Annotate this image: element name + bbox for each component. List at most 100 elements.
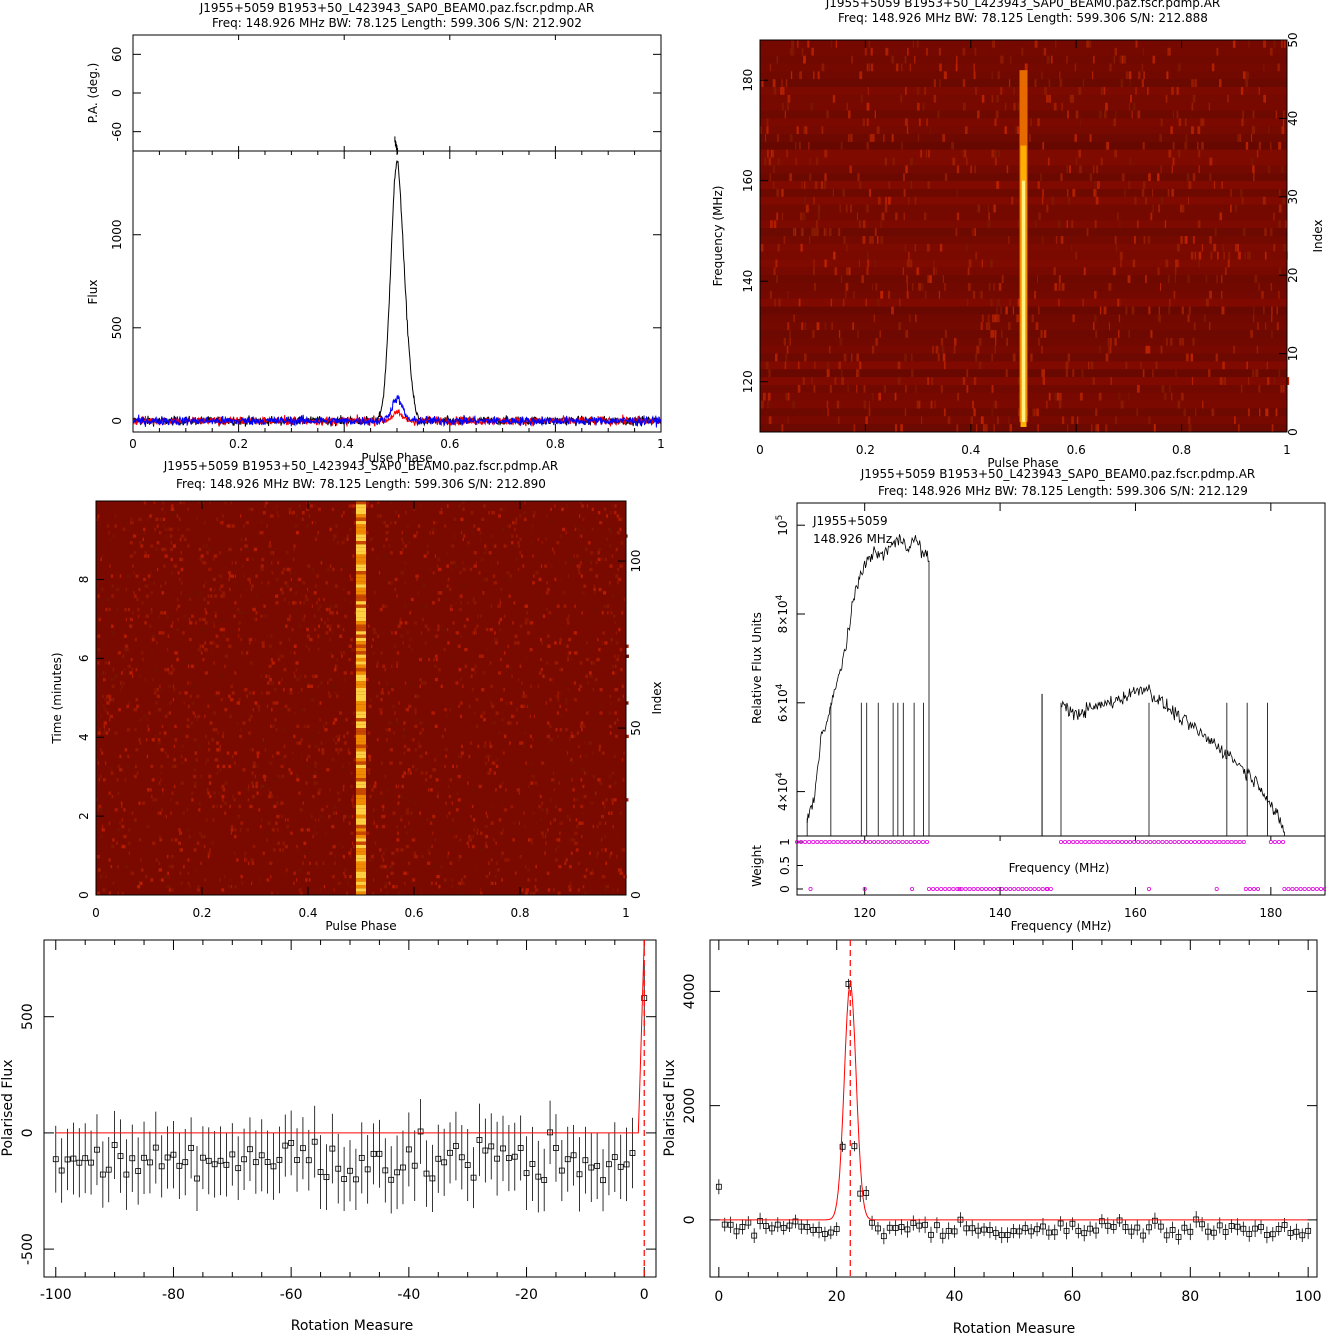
- phasefreq-noise: [1114, 149, 1118, 158]
- phasetime-noise: [455, 601, 457, 605]
- phasefreq-noise: [1273, 40, 1276, 48]
- phasetime-noise: [414, 684, 418, 688]
- phasetime-noise: [530, 838, 533, 842]
- phasetime-noise: [335, 524, 338, 528]
- phasefreq-noise: [1186, 173, 1190, 182]
- phasetime-noise: [475, 724, 479, 729]
- pa-ytick-label: 0: [110, 89, 124, 97]
- phasefreq-noise: [973, 377, 977, 385]
- phasetime-noise: [120, 681, 122, 685]
- phasetime-noise: [526, 654, 529, 658]
- phasetime-noise: [562, 591, 566, 595]
- phasefreq-noise: [1148, 173, 1151, 182]
- phasetime-noise: [155, 701, 158, 705]
- phasetime-noise: [168, 888, 172, 892]
- phasetime-noise: [564, 681, 568, 685]
- phasetime-noise: [621, 684, 624, 688]
- phasefreq-noise: [1053, 102, 1057, 111]
- pulse-track-segment: [356, 591, 366, 595]
- phasefreq-noise: [801, 47, 804, 56]
- phasetime-noise: [255, 574, 258, 578]
- phasefreq-channel-row: [760, 40, 1287, 48]
- phasetime-noise: [442, 627, 447, 632]
- phasefreq-noise: [787, 94, 791, 103]
- phasetime-noise: [352, 711, 356, 715]
- phasefreq-noise: [1097, 181, 1100, 189]
- rmneg-point: [99, 1171, 106, 1178]
- phasetime-noise: [102, 824, 104, 829]
- phasefreq-noise: [847, 134, 850, 142]
- phasetime-noise: [159, 771, 162, 775]
- phasetime-noise: [483, 744, 487, 749]
- phasefreq-noise: [944, 283, 946, 291]
- phasetime-noise: [295, 607, 299, 612]
- phasetime-noise: [343, 741, 347, 745]
- phasetime-noise: [366, 831, 370, 835]
- phasefreq-noise: [1240, 87, 1244, 95]
- phasetime-noise: [317, 791, 321, 795]
- phasefreq-noise: [1069, 94, 1072, 103]
- phasetime-noise: [448, 794, 452, 799]
- rmneg-point: [400, 1164, 406, 1171]
- phasetime-noise: [372, 637, 375, 642]
- phasetime-noise: [177, 571, 180, 575]
- phasetime-noise: [476, 828, 479, 832]
- phasetime-noise: [545, 514, 548, 518]
- rmpos-xtick-label: 0: [714, 1289, 723, 1305]
- phasetime-noise: [373, 808, 375, 812]
- phasefreq-noise: [1140, 361, 1142, 370]
- phasetime-noise: [329, 611, 333, 615]
- phasefreq-noise: [1088, 40, 1092, 48]
- phasetime-noise: [263, 778, 266, 782]
- phasefreq-noise: [927, 377, 930, 385]
- phasetime-noise: [507, 577, 511, 582]
- phasefreq-noise: [1012, 353, 1016, 362]
- phasetime-noise: [401, 531, 403, 535]
- phasetime-noise: [501, 878, 503, 882]
- phasetime-noise: [391, 687, 394, 692]
- phasetime-noise: [515, 517, 518, 522]
- phasefreq-noise: [1258, 141, 1261, 150]
- rmpos-point: [751, 1232, 758, 1239]
- phasetime-noise: [202, 597, 205, 602]
- phasefreq-noise: [991, 384, 994, 393]
- phasetime-noise: [567, 687, 570, 692]
- weight-point-zero: [996, 887, 1001, 892]
- phasetime-noise: [381, 854, 383, 859]
- phasetime-noise: [604, 641, 608, 645]
- phasetime-noise: [582, 517, 585, 522]
- phasefreq-noise: [970, 165, 972, 174]
- phasetime-noise: [293, 571, 296, 575]
- rmpos-point: [963, 1225, 970, 1232]
- phasefreq-noise: [1098, 392, 1102, 401]
- rmneg-point: [76, 1159, 83, 1166]
- phasefreq-noise: [841, 377, 844, 385]
- phasetime-noise: [531, 621, 534, 625]
- phasetime-noise: [604, 888, 607, 892]
- phasetime-noise: [339, 841, 342, 845]
- phasetime-noise: [248, 784, 250, 789]
- phasetime-noise: [124, 644, 129, 648]
- phasefreq-noise: [1051, 196, 1055, 205]
- phasetime-noise: [202, 657, 205, 662]
- phasefreq-subtitle: Freq: 148.926 MHz BW: 78.125 Length: 599…: [838, 11, 1208, 25]
- phasefreq-noise: [807, 40, 810, 48]
- phasetime-noise: [97, 634, 101, 638]
- phasetime-noise: [371, 547, 375, 552]
- pulse-track-segment: [356, 708, 366, 712]
- rmpos-point: [1181, 1224, 1188, 1231]
- phasetime-noise: [403, 871, 407, 875]
- phasefreq-noise: [853, 424, 856, 432]
- phasefreq-noise: [973, 63, 975, 72]
- phasetime-noise: [160, 507, 164, 512]
- phasetime-noise: [289, 687, 293, 692]
- weight-point-one: [1059, 840, 1064, 845]
- pulse-track-segment: [356, 604, 366, 608]
- phasefreq-noise: [965, 243, 968, 252]
- phasetime-noise: [337, 507, 341, 512]
- phasefreq-noise: [1034, 220, 1037, 229]
- phasetime-noise: [554, 804, 557, 809]
- phasetime-noise: [401, 547, 404, 552]
- phasefreq-noise: [1107, 337, 1109, 346]
- phasetime-noise: [625, 734, 629, 739]
